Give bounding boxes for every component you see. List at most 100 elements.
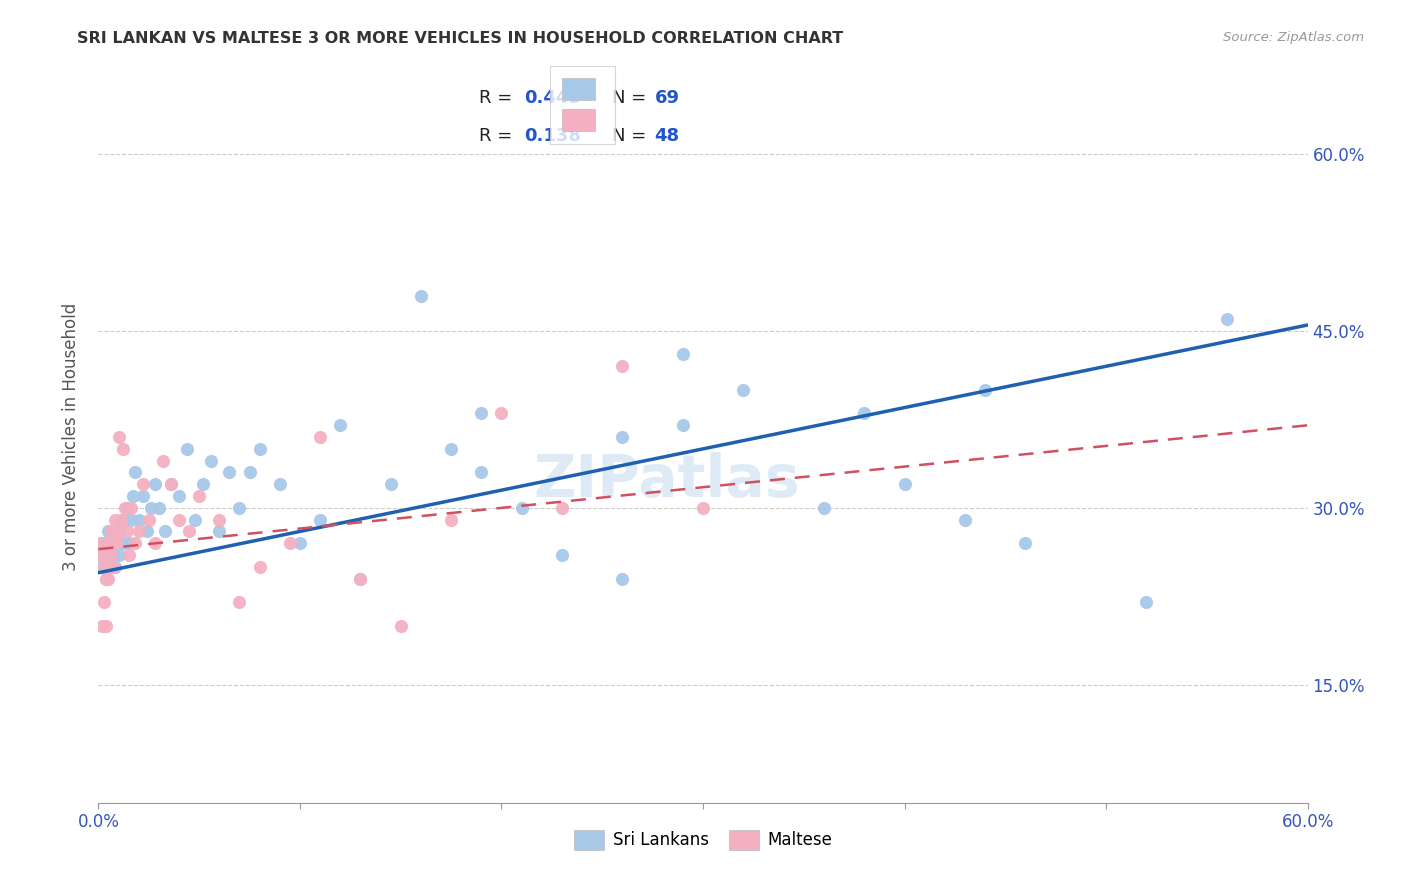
Point	[91, 548, 114, 562]
Point	[93, 559, 115, 574]
Point	[389, 619, 412, 633]
Point	[110, 513, 132, 527]
Text: R =: R =	[479, 127, 519, 145]
Point	[148, 500, 170, 515]
Point	[440, 513, 463, 527]
Point	[105, 536, 128, 550]
Point	[101, 548, 124, 562]
Point	[470, 407, 492, 421]
Point	[107, 524, 129, 539]
Point	[89, 548, 111, 562]
Text: N =: N =	[613, 89, 652, 107]
Point	[114, 536, 136, 550]
Point	[139, 500, 162, 515]
Point	[100, 548, 122, 562]
Point	[218, 466, 240, 480]
Point	[184, 513, 207, 527]
Point	[239, 466, 262, 480]
Point	[93, 559, 115, 574]
Point	[153, 524, 176, 539]
Point	[132, 489, 155, 503]
Text: 69: 69	[655, 89, 679, 107]
Point	[93, 595, 115, 609]
Point	[440, 442, 463, 456]
Point	[118, 548, 141, 562]
Point	[103, 559, 125, 574]
Legend: Sri Lankans, Maltese: Sri Lankans, Maltese	[568, 823, 838, 856]
Point	[1014, 536, 1036, 550]
Text: ZIPatlas: ZIPatlas	[533, 452, 800, 509]
Point	[167, 489, 190, 503]
Point	[103, 536, 125, 550]
Point	[96, 619, 118, 633]
Point	[97, 536, 120, 550]
Point	[97, 572, 120, 586]
Point	[101, 536, 124, 550]
Point	[115, 500, 138, 515]
Point	[107, 430, 129, 444]
Point	[228, 500, 250, 515]
Point	[93, 548, 115, 562]
Point	[91, 559, 114, 574]
Point	[101, 559, 124, 574]
Point	[143, 477, 166, 491]
Point	[974, 383, 997, 397]
Point	[89, 536, 111, 550]
Point	[89, 548, 111, 562]
Point	[143, 536, 166, 550]
Point	[612, 572, 634, 586]
Point	[349, 572, 371, 586]
Point	[138, 513, 160, 527]
Point	[309, 513, 332, 527]
Point	[672, 347, 695, 361]
Point	[612, 430, 634, 444]
Point	[97, 548, 120, 562]
Point	[269, 477, 291, 491]
Point	[510, 500, 533, 515]
Point	[111, 513, 134, 527]
Point	[97, 524, 120, 539]
Point	[1216, 312, 1239, 326]
Point	[309, 430, 332, 444]
Point	[160, 477, 183, 491]
Point	[551, 500, 574, 515]
Point	[96, 536, 118, 550]
Point	[893, 477, 915, 491]
Point	[200, 453, 222, 467]
Point	[329, 418, 352, 433]
Point	[179, 524, 201, 539]
Point	[692, 500, 714, 515]
Text: 48: 48	[655, 127, 679, 145]
Point	[97, 548, 120, 562]
Point	[101, 524, 124, 539]
Point	[612, 359, 634, 374]
Point	[100, 524, 122, 539]
Text: R =: R =	[479, 89, 519, 107]
Point	[208, 513, 231, 527]
Point	[208, 524, 231, 539]
Point	[120, 500, 142, 515]
Point	[128, 513, 150, 527]
Text: 0.138: 0.138	[524, 127, 581, 145]
Point	[228, 595, 250, 609]
Point	[107, 548, 129, 562]
Point	[96, 572, 118, 586]
Y-axis label: 3 or more Vehicles in Household: 3 or more Vehicles in Household	[62, 303, 80, 571]
Point	[121, 489, 143, 503]
Point	[672, 418, 695, 433]
Point	[132, 477, 155, 491]
Point	[167, 513, 190, 527]
Point	[93, 536, 115, 550]
Point	[128, 524, 150, 539]
Point	[288, 536, 311, 550]
Point	[409, 288, 432, 302]
Point	[100, 559, 122, 574]
Point	[103, 513, 125, 527]
Point	[96, 572, 118, 586]
Point	[120, 513, 142, 527]
Point	[188, 489, 211, 503]
Point	[278, 536, 301, 550]
Point	[176, 442, 198, 456]
Point	[111, 442, 134, 456]
Point	[107, 524, 129, 539]
